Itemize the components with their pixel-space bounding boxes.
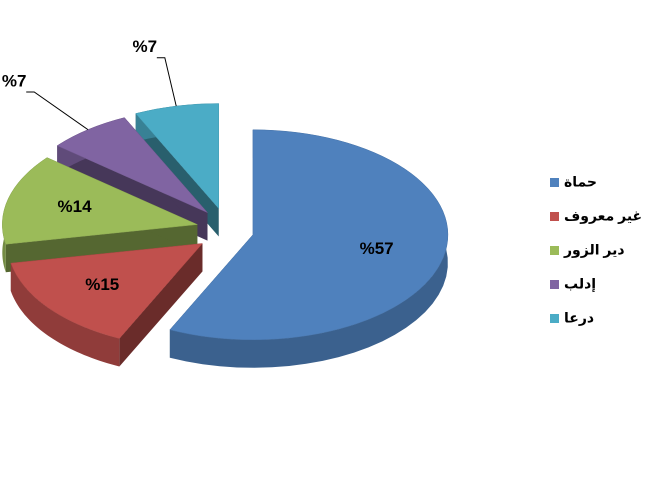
- legend-label: درعا: [564, 310, 594, 326]
- legend-label: دير الزور: [563, 242, 625, 259]
- slice-side: [119, 243, 203, 367]
- legend-swatch: [550, 314, 559, 323]
- data-label: %57: [360, 239, 394, 258]
- data-label: %7: [2, 72, 27, 91]
- data-label: %15: [85, 275, 119, 294]
- legend-swatch: [550, 280, 559, 289]
- legend-swatch: [550, 178, 559, 187]
- legend-swatch: [550, 246, 559, 255]
- slice: [56, 117, 208, 213]
- slice-side: [169, 129, 448, 368]
- legend-label: إدلب: [564, 276, 596, 293]
- slice: [2, 157, 199, 245]
- slice: [135, 103, 220, 210]
- leader-line: [156, 57, 177, 107]
- data-label: %14: [58, 197, 93, 216]
- leader-line: [26, 91, 89, 131]
- data-label: %7: [133, 37, 158, 56]
- slice: [10, 243, 204, 339]
- legend-label: حماة: [564, 174, 597, 190]
- slice-side: [10, 263, 120, 367]
- legend-swatch: [550, 212, 559, 221]
- legend-label: غير معروف: [564, 208, 642, 225]
- slice: [169, 129, 449, 341]
